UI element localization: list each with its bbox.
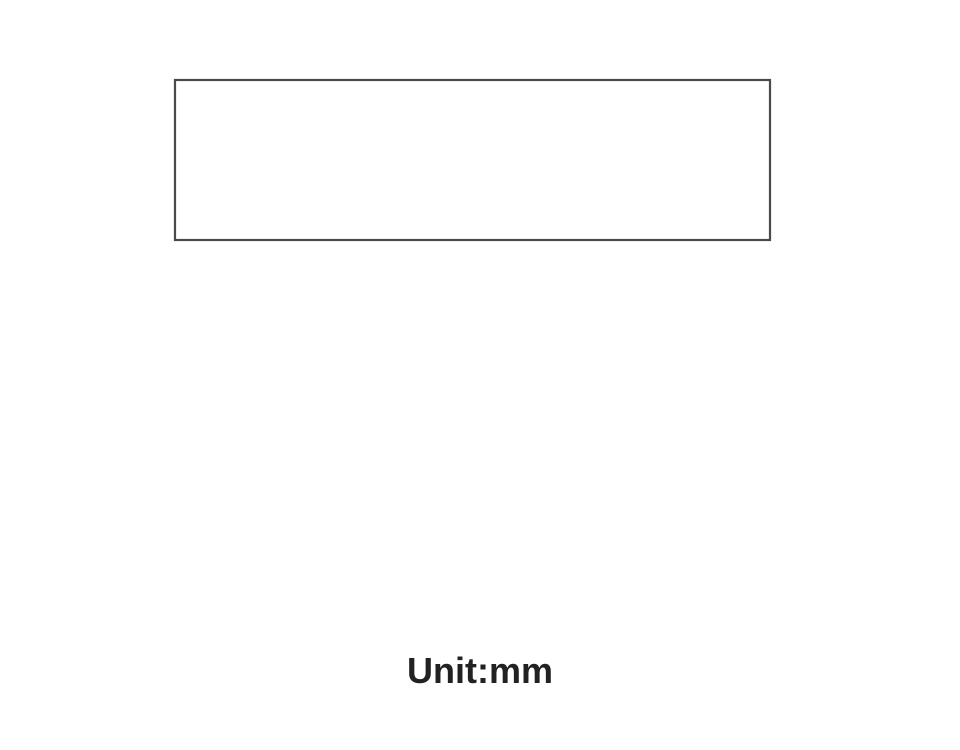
unit-label: Unit:mm xyxy=(0,650,960,692)
